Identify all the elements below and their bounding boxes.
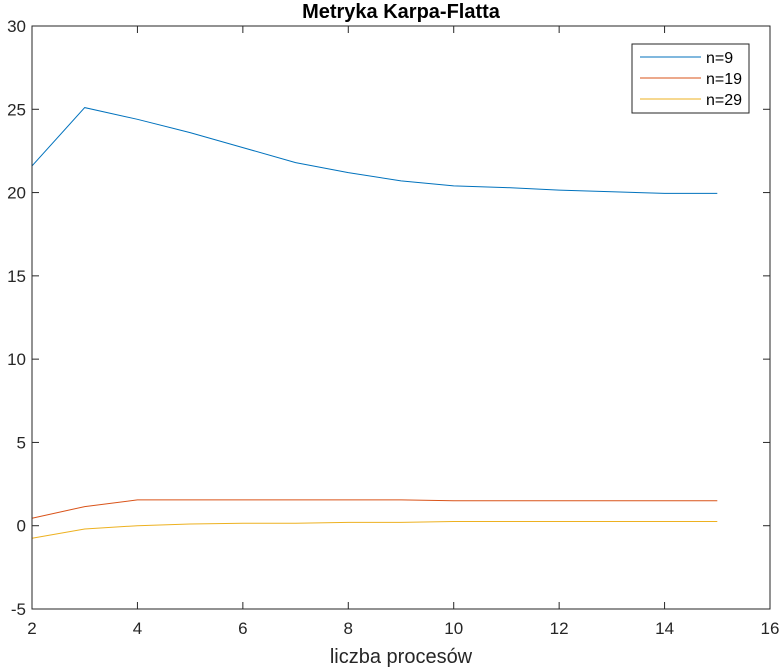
x-tick-label: 12 [550,619,569,638]
x-tick-label: 10 [444,619,463,638]
y-tick-label: 5 [17,433,26,452]
x-tick-label: 8 [344,619,353,638]
series-line-1 [31,499,718,519]
series-line-2 [31,521,718,539]
x-tick-label: 4 [133,619,142,638]
legend-label-0: n=9 [706,50,733,67]
plot-area [32,26,770,609]
x-tick-label: 6 [238,619,247,638]
axes-box [31,25,771,610]
x-tick-label: 16 [761,619,780,638]
legend: n=9 n=19 n=29 [631,43,750,114]
series-layer [31,107,718,539]
legend-items: n=9 n=19 n=29 [640,50,742,109]
y-tick-label: 15 [7,267,26,286]
legend-label-2: n=29 [706,92,742,109]
y-tick-label: 30 [7,17,26,36]
ticks-layer: 2 4 6 8 10 12 14 16 -5 0 5 10 15 20 25 30 [7,17,779,638]
y-tick-label: -5 [11,600,26,619]
y-tick-label: 25 [7,100,26,119]
x-axis-label: liczba procesów [330,646,473,668]
x-tick-label: 2 [27,619,36,638]
x-tick-label: 14 [655,619,674,638]
y-tick-label: 0 [17,517,26,536]
y-tick-label: 20 [7,184,26,203]
series-line-0 [31,107,718,194]
y-tick-label: 10 [7,350,26,369]
chart-title: Metryka Karpa-Flatta [302,1,501,23]
legend-label-1: n=19 [706,71,742,88]
